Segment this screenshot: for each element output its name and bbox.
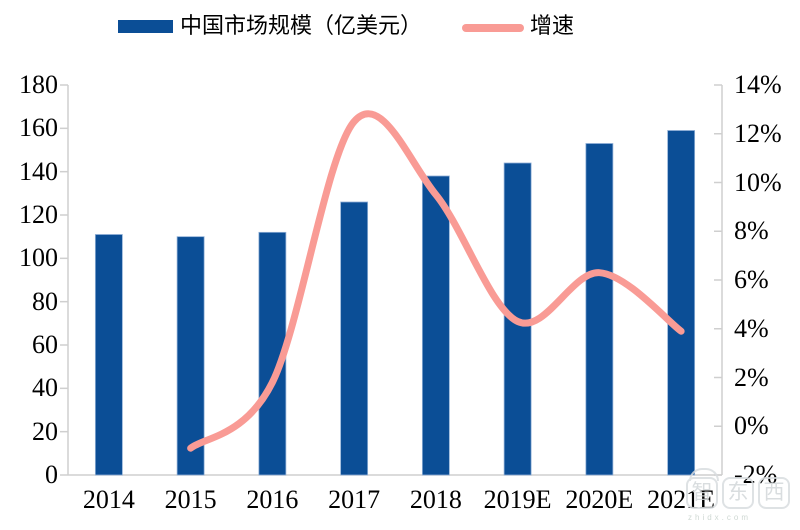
watermark-subtext: zhidx.com <box>688 513 752 522</box>
right-axis-tick-label: 10% <box>734 167 782 197</box>
watermark-character-box: 西 <box>758 477 790 509</box>
bar <box>421 175 450 476</box>
left-axis-tick-label: 100 <box>19 243 58 273</box>
legend-bar-swatch <box>118 20 173 33</box>
bar-series <box>94 130 696 476</box>
legend-bar-label: 中国市场规模（亿美元） <box>180 13 423 38</box>
left-axis-tick-label: 140 <box>19 156 58 186</box>
right-axis-tick-label: 12% <box>734 118 782 148</box>
legend-line-swatch <box>462 24 524 32</box>
right-axis-tick-label: 0% <box>734 411 769 441</box>
left-axis-tick-label: 80 <box>32 286 58 316</box>
watermark-character-box: 智 <box>686 477 718 509</box>
x-axis-category-label: 2014 <box>82 485 135 514</box>
right-axis-tick-label: 14% <box>734 70 782 99</box>
legend-line-label: 增速 <box>530 13 575 38</box>
right-axis-tick-label: -2% <box>734 460 778 489</box>
right-axis-tick-label: 2% <box>734 362 769 392</box>
x-axis-category-label: 2019E <box>483 485 552 514</box>
watermark-characters: 智东西 <box>686 477 790 509</box>
x-axis-category-label: 2020E <box>565 485 634 514</box>
left-axis-tick-label: 160 <box>19 113 58 143</box>
bar <box>94 234 123 476</box>
left-axis-tick-label: 180 <box>19 70 58 99</box>
left-axis-tick-label: 40 <box>32 373 58 403</box>
left-axis-tick-label: 20 <box>32 416 58 446</box>
x-axis-category-label: 2015 <box>164 485 217 514</box>
x-axis-category-label: 2017 <box>328 485 381 514</box>
left-axis-tick-label: 0 <box>45 460 58 489</box>
x-axis-category-label: 2021E <box>647 485 716 514</box>
growth-line <box>187 110 685 452</box>
left-axis-tick-label: 120 <box>19 200 58 229</box>
right-axis-tick-label: 4% <box>734 313 769 343</box>
bar <box>667 130 696 476</box>
x-axis-category-label: 2016 <box>246 485 299 514</box>
right-axis-tick-label: 8% <box>734 216 769 246</box>
right-axis-tick-label: 6% <box>734 265 769 294</box>
left-axis-tick-label: 60 <box>32 330 58 359</box>
bar <box>340 201 369 476</box>
watermark-character-box: 东 <box>722 477 754 509</box>
x-axis-category-label: 2018 <box>409 485 462 514</box>
bar <box>585 143 614 476</box>
bar <box>176 236 205 476</box>
